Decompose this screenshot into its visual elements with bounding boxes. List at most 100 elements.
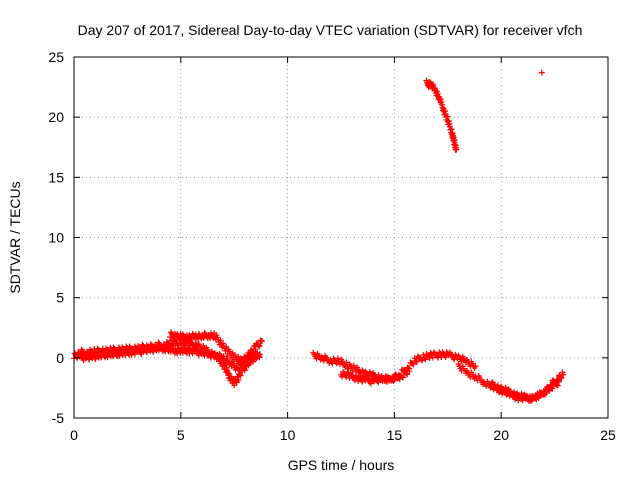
x-axis-label: GPS time / hours — [288, 457, 395, 473]
x-tick-label: 5 — [177, 427, 185, 443]
y-tick-label: 15 — [48, 169, 64, 185]
data-point — [421, 355, 428, 362]
data-point — [411, 355, 418, 362]
data-point — [494, 382, 501, 389]
data-point — [472, 363, 479, 370]
data-point — [234, 365, 241, 372]
data-point — [255, 342, 262, 349]
data-point — [241, 367, 248, 374]
data-point — [558, 375, 565, 382]
data-point — [367, 380, 374, 387]
data-point — [525, 398, 532, 405]
x-tick-label: 25 — [600, 427, 616, 443]
data-point — [130, 348, 137, 355]
data-point — [76, 350, 83, 357]
data-point — [374, 378, 381, 385]
data-point — [246, 354, 253, 361]
data-point — [162, 344, 169, 351]
data-point — [554, 382, 561, 389]
data-point — [85, 351, 92, 358]
data-point — [382, 377, 389, 384]
y-tick-label: 0 — [56, 350, 64, 366]
gridlines — [74, 57, 608, 418]
data-point — [391, 376, 398, 383]
data-point — [410, 361, 417, 368]
data-point — [145, 345, 152, 352]
data-point — [101, 350, 108, 357]
data-point — [240, 359, 247, 366]
data-point — [250, 348, 257, 355]
data-marks — [71, 69, 567, 405]
data-point — [375, 379, 382, 386]
data-point — [383, 378, 390, 385]
data-point — [403, 370, 410, 377]
data-point — [406, 368, 413, 375]
data-point — [334, 355, 341, 362]
data-point — [109, 349, 116, 356]
data-point — [538, 69, 545, 76]
data-point — [434, 353, 441, 360]
data-point — [161, 342, 168, 349]
y-tick-label: 10 — [48, 230, 64, 246]
data-point — [170, 342, 177, 349]
data-point — [429, 354, 436, 361]
x-tick-label: 0 — [70, 427, 78, 443]
chart-title: Day 207 of 2017, Sidereal Day-to-day VTE… — [78, 22, 583, 38]
data-point — [122, 348, 129, 355]
data-point — [256, 343, 263, 350]
data-point — [146, 346, 153, 353]
data-point — [404, 371, 411, 378]
y-tick-label: 25 — [48, 49, 64, 65]
data-point — [532, 395, 539, 402]
y-axis-label: SDTVAR / TECUs — [7, 181, 23, 293]
data-point — [549, 385, 556, 392]
data-point — [560, 371, 567, 378]
data-point — [422, 356, 429, 363]
data-point — [343, 359, 350, 366]
data-point — [399, 374, 406, 381]
data-point — [169, 341, 176, 348]
x-tick-label: 10 — [280, 427, 296, 443]
data-point — [256, 351, 263, 358]
data-point — [359, 378, 366, 385]
data-point — [555, 378, 562, 385]
x-tick-label: 20 — [493, 427, 509, 443]
axis-ticks: 0 5 10 15 20 25 -5 0 5 10 15 20 25 — [48, 49, 616, 443]
data-point — [153, 343, 160, 350]
data-point — [117, 349, 124, 356]
data-point — [245, 362, 252, 369]
data-point — [533, 396, 540, 403]
data-point — [113, 348, 120, 355]
data-point — [235, 376, 242, 383]
data-point — [258, 337, 265, 344]
data-point — [390, 375, 397, 382]
data-point — [237, 372, 244, 379]
x-tick-label: 15 — [387, 427, 403, 443]
data-point — [234, 365, 241, 372]
data-point — [191, 344, 198, 351]
data-point — [425, 353, 432, 360]
data-point — [442, 353, 449, 360]
data-point — [129, 347, 136, 354]
data-point — [138, 346, 145, 353]
data-point — [548, 384, 555, 391]
data-point — [154, 344, 161, 351]
data-point — [541, 391, 548, 398]
data-point — [93, 350, 100, 357]
y-tick-label: -5 — [52, 410, 65, 426]
data-point — [398, 373, 405, 380]
data-point — [351, 377, 358, 384]
data-point — [343, 374, 350, 381]
y-tick-label: 5 — [56, 290, 64, 306]
data-point — [540, 390, 547, 397]
data-point — [453, 146, 460, 153]
data-point — [137, 345, 144, 352]
data-point — [240, 358, 247, 365]
data-point — [517, 395, 524, 402]
data-point — [444, 113, 451, 120]
data-point — [92, 349, 99, 356]
data-point — [217, 337, 224, 344]
data-point — [413, 358, 420, 365]
data-point — [231, 382, 238, 389]
